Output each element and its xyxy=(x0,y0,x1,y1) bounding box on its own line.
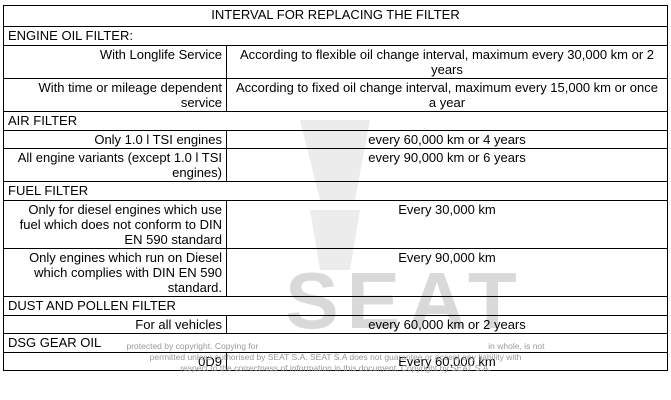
condition-cell: Only for diesel engines which use fuel w… xyxy=(3,200,227,249)
table-row: For all vehicles every 60,000 km or 2 yea… xyxy=(3,315,668,334)
section-row: AIR FILTER xyxy=(3,111,668,131)
table-row: With time or mileage dependent service Ac… xyxy=(3,78,668,112)
condition-cell: 0D9 xyxy=(3,352,227,371)
table-row: 0D9 Every 60,000 km xyxy=(3,352,668,371)
interval-cell: According to flexible oil change interva… xyxy=(226,45,668,79)
section-row: DUST AND POLLEN FILTER xyxy=(3,296,668,316)
interval-cell: every 60,000 km or 4 years xyxy=(226,130,668,149)
copyright-text: protected by copyright. Copying for xyxy=(126,341,259,351)
condition-cell: With time or mileage dependent service xyxy=(3,78,227,112)
copyright-line: respect to the correctness of informatio… xyxy=(180,363,491,373)
condition-cell: All engine variants (except 1.0 l TSI en… xyxy=(3,148,227,182)
copyright-text: in whole, is not xyxy=(488,341,545,351)
table-title: INTERVAL FOR REPLACING THE FILTER xyxy=(3,5,668,27)
table-row: Only engines which run on Diesel which c… xyxy=(3,248,668,297)
interval-cell: every 90,000 km or 6 years xyxy=(226,148,668,182)
section-row: FUEL FILTER xyxy=(3,181,668,201)
section-heading: DUST AND POLLEN FILTER xyxy=(3,296,668,316)
interval-cell: Every 30,000 km xyxy=(226,200,668,249)
section-row: ENGINE OIL FILTER: xyxy=(3,26,668,46)
interval-cell: Every 60,000 km xyxy=(226,352,668,371)
interval-cell: Every 90,000 km xyxy=(226,248,668,297)
filter-table: INTERVAL FOR REPLACING THE FILTER ENGINE … xyxy=(3,5,668,371)
interval-cell: According to fixed oil change interval, … xyxy=(226,78,668,112)
condition-cell: Only engines which run on Diesel which c… xyxy=(3,248,227,297)
table-row: Only for diesel engines which use fuel w… xyxy=(3,200,668,249)
interval-cell: every 60,000 km or 2 years xyxy=(226,315,668,334)
condition-cell: With Longlife Service xyxy=(3,45,227,79)
copyright-line: protected by copyright. Copying for in wh… xyxy=(0,341,671,352)
title-row: INTERVAL FOR REPLACING THE FILTER xyxy=(3,5,668,27)
table-row: Only 1.0 l TSI engines every 60,000 km or… xyxy=(3,130,668,149)
table-row: With Longlife Service According to flexib… xyxy=(3,45,668,79)
table-row: All engine variants (except 1.0 l TSI en… xyxy=(3,148,668,182)
condition-cell: Only 1.0 l TSI engines xyxy=(3,130,227,149)
section-heading: FUEL FILTER xyxy=(3,181,668,201)
section-heading: ENGINE OIL FILTER: xyxy=(3,26,668,46)
section-heading: AIR FILTER xyxy=(3,111,668,131)
copyright-line: permitted unless authorised by SEAT S.A.… xyxy=(149,352,522,362)
condition-cell: For all vehicles xyxy=(3,315,227,334)
